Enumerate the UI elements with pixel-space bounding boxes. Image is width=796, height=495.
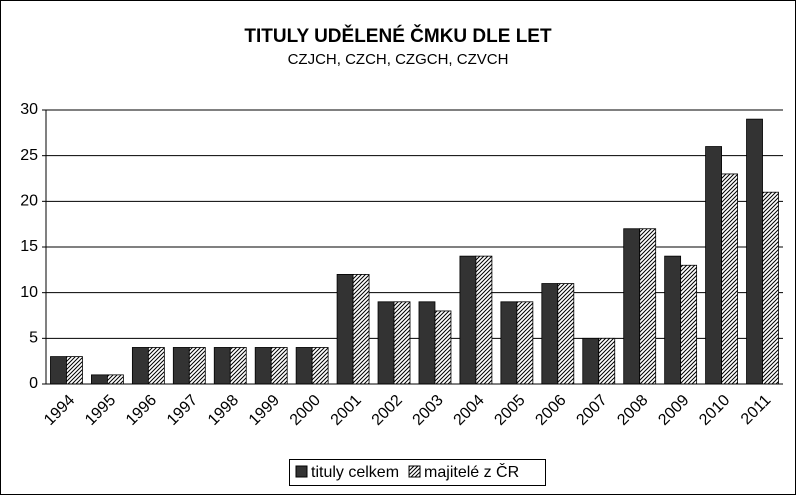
bar: [213, 347, 231, 385]
bar: [393, 301, 411, 385]
y-tick-label: 10: [20, 284, 38, 301]
bar: [623, 228, 641, 385]
y-tick-label: 0: [29, 375, 38, 392]
bar: [254, 347, 272, 385]
bar: [91, 374, 108, 385]
y-tick-label: 25: [20, 147, 38, 164]
bar: [107, 374, 124, 385]
bar: [270, 347, 288, 385]
bar: [147, 347, 165, 385]
bar: [516, 301, 534, 385]
chart-title: TITULY UDĚLENÉ ČMKU DLE LET: [244, 25, 552, 47]
bar: [680, 264, 698, 385]
bar: [311, 347, 329, 385]
bar: [336, 273, 354, 385]
y-tick-label: 15: [20, 238, 38, 255]
bar: [557, 283, 575, 385]
bar: [377, 301, 395, 385]
chart-subtitle: CZJCH, CZCH, CZGCH, CZVCH: [288, 51, 509, 68]
bar: [500, 301, 518, 385]
bar: [434, 310, 452, 385]
bar: [762, 191, 779, 385]
legend-label: tituly celkem: [311, 464, 399, 481]
bar: [229, 347, 247, 385]
bar: [598, 337, 616, 385]
bar: [50, 356, 67, 385]
bar: [418, 301, 436, 385]
legend-swatch: [295, 465, 308, 478]
bar: [295, 347, 313, 385]
bar: [188, 347, 206, 385]
bar: [639, 228, 657, 385]
legend: tituly celkem majitelé z ČR: [289, 459, 546, 486]
y-tick-label: 30: [20, 101, 38, 118]
bar: [66, 356, 83, 385]
bar: [352, 273, 370, 385]
y-tick-label: 5: [29, 330, 38, 347]
bar: [541, 283, 559, 385]
y-tick-label: 20: [20, 193, 38, 210]
bar: [582, 337, 600, 385]
bar: [475, 255, 493, 385]
bar: [721, 173, 738, 385]
bar: [172, 347, 190, 385]
bar: [664, 255, 682, 385]
bar: [459, 255, 477, 385]
bar: [705, 146, 722, 385]
bar: [746, 118, 763, 385]
legend-label: majitelé z ČR: [424, 462, 519, 481]
bar: [131, 347, 149, 385]
legend-swatch: [408, 465, 421, 478]
